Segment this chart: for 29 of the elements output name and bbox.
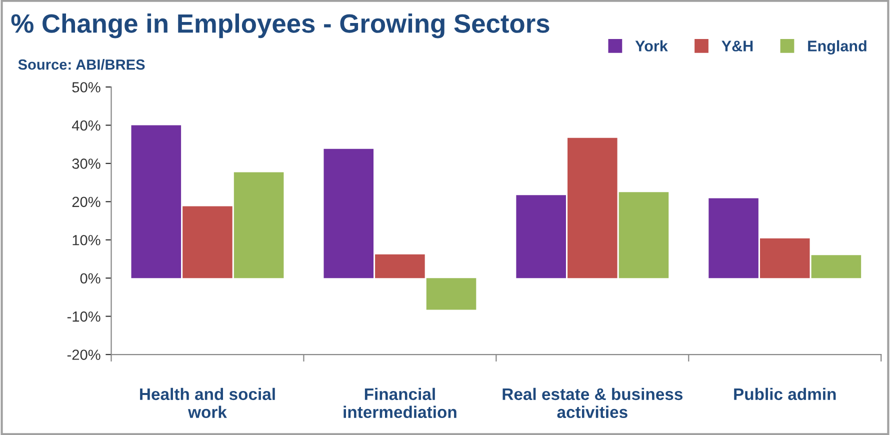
bar bbox=[568, 138, 618, 278]
bar bbox=[375, 254, 425, 278]
bar bbox=[426, 278, 476, 310]
x-tick-label: Health and social work bbox=[140, 388, 275, 418]
y-tick-label: -20% bbox=[67, 350, 100, 360]
bar bbox=[760, 238, 810, 278]
legend-label: England bbox=[808, 40, 866, 55]
y-tick-label: 10% bbox=[72, 234, 100, 246]
y-tick-label: -10% bbox=[67, 311, 100, 322]
bar bbox=[811, 255, 862, 278]
bar bbox=[182, 206, 232, 278]
y-tick-label: 30% bbox=[72, 158, 100, 169]
bar bbox=[618, 192, 669, 278]
bar bbox=[324, 148, 374, 278]
bar bbox=[516, 195, 566, 278]
y-tick-label: 50% bbox=[72, 82, 100, 92]
legend-label: York bbox=[635, 40, 668, 52]
y-tick-label: 40% bbox=[72, 120, 100, 131]
x-tick-label: Real estate & business activities bbox=[502, 388, 683, 418]
chart-title: % Change in Employees - Growing Sectors bbox=[11, 14, 550, 38]
x-tick-label: Financial intermediation bbox=[344, 388, 456, 418]
y-tick-label: 0% bbox=[80, 273, 100, 284]
chart-subtitle: Source: ABI/BRES bbox=[18, 59, 145, 70]
y-tick-label: 20% bbox=[72, 196, 100, 208]
legend-label: Y&H bbox=[722, 40, 753, 52]
bar bbox=[708, 198, 758, 278]
bar bbox=[131, 125, 182, 278]
bar bbox=[234, 172, 284, 278]
x-tick-label: Public admin bbox=[734, 388, 836, 400]
